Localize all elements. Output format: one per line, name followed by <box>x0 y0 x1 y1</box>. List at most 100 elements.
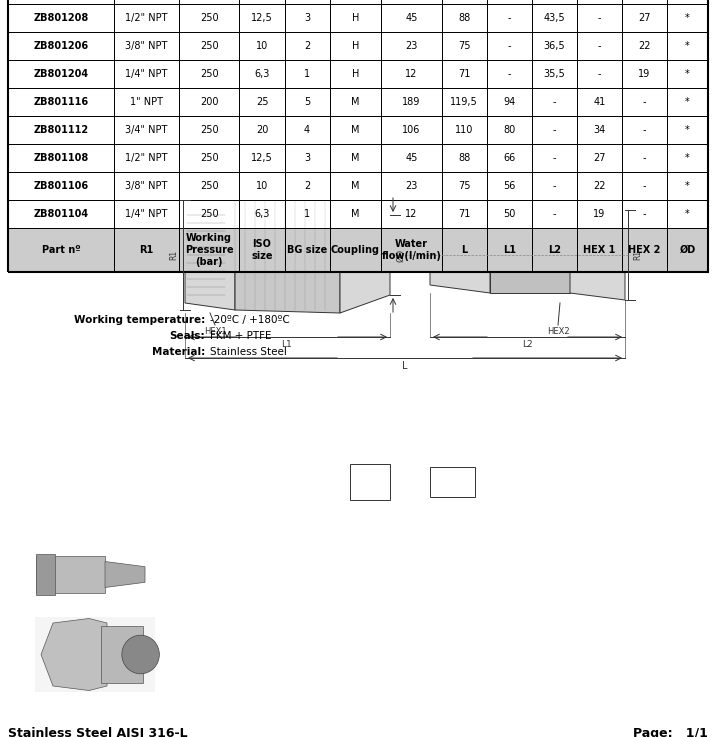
Bar <box>442 200 487 228</box>
Text: 41: 41 <box>594 97 606 107</box>
Text: 1/4" NPT: 1/4" NPT <box>125 209 168 219</box>
Text: 110: 110 <box>455 125 473 135</box>
Text: 27: 27 <box>593 153 606 163</box>
Bar <box>284 4 329 32</box>
Bar <box>622 228 667 272</box>
Bar <box>114 88 179 116</box>
Bar <box>179 0 239 4</box>
Text: 10: 10 <box>256 181 268 191</box>
Text: H: H <box>352 13 359 23</box>
Bar <box>487 200 532 228</box>
Bar <box>329 116 381 144</box>
Bar <box>239 200 284 228</box>
Text: 3/8" NPT: 3/8" NPT <box>125 41 168 51</box>
Bar <box>381 228 442 272</box>
Text: Stainless Steel AISI 316-L: Stainless Steel AISI 316-L <box>8 727 188 737</box>
Bar <box>329 228 381 272</box>
Bar <box>487 60 532 88</box>
Polygon shape <box>340 197 390 313</box>
Text: 5: 5 <box>304 97 310 107</box>
Text: R1: R1 <box>633 250 642 260</box>
Text: 35,5: 35,5 <box>543 69 565 79</box>
Bar <box>577 116 622 144</box>
Bar <box>239 4 284 32</box>
Bar <box>667 88 708 116</box>
Text: 50: 50 <box>503 209 516 219</box>
Text: 36,5: 36,5 <box>543 41 565 51</box>
Bar <box>381 0 442 4</box>
Bar <box>35 617 155 692</box>
Bar <box>487 228 532 272</box>
Bar <box>622 144 667 172</box>
Text: *: * <box>685 41 690 51</box>
Text: -: - <box>553 125 556 135</box>
Bar <box>179 172 239 200</box>
Bar <box>577 88 622 116</box>
Bar <box>577 0 622 4</box>
Bar <box>329 0 381 4</box>
Bar <box>442 172 487 200</box>
Text: 250: 250 <box>200 41 218 51</box>
Text: 1/4" NPT: 1/4" NPT <box>125 69 168 79</box>
Text: 19: 19 <box>638 69 651 79</box>
Text: HEX1: HEX1 <box>203 327 226 336</box>
Text: -: - <box>553 153 556 163</box>
Text: R1: R1 <box>169 250 178 260</box>
Bar <box>487 172 532 200</box>
Bar <box>667 200 708 228</box>
Bar <box>8 0 114 4</box>
Text: *: * <box>685 97 690 107</box>
Text: L1: L1 <box>503 245 516 255</box>
Bar <box>179 228 239 272</box>
Text: HEX 1: HEX 1 <box>583 245 616 255</box>
Text: 27: 27 <box>638 13 651 23</box>
Text: 250: 250 <box>200 181 218 191</box>
Bar <box>622 4 667 32</box>
Text: Material:: Material: <box>152 347 205 357</box>
Bar <box>442 0 487 4</box>
Bar <box>577 200 622 228</box>
Text: ZB801104: ZB801104 <box>34 209 89 219</box>
Text: -: - <box>598 13 601 23</box>
Bar <box>239 172 284 200</box>
Bar <box>622 32 667 60</box>
Bar <box>239 88 284 116</box>
Bar <box>37 556 105 593</box>
Text: 250: 250 <box>200 13 218 23</box>
Bar <box>8 200 114 228</box>
Text: ZB801206: ZB801206 <box>34 41 89 51</box>
Text: -: - <box>553 97 556 107</box>
Text: -: - <box>508 69 511 79</box>
Text: HEX 2: HEX 2 <box>628 245 661 255</box>
Text: *: * <box>685 209 690 219</box>
Bar <box>667 228 708 272</box>
Bar <box>8 0 708 272</box>
Text: 75: 75 <box>458 181 470 191</box>
Text: *: * <box>685 69 690 79</box>
Text: L1: L1 <box>281 340 292 349</box>
Bar <box>442 88 487 116</box>
Bar <box>179 200 239 228</box>
Bar <box>179 60 239 88</box>
Bar <box>8 172 114 200</box>
Text: 80: 80 <box>503 125 516 135</box>
Text: 25: 25 <box>256 97 268 107</box>
Bar <box>350 464 390 500</box>
Bar <box>329 200 381 228</box>
Bar <box>532 116 577 144</box>
Text: 119,5: 119,5 <box>450 97 478 107</box>
Circle shape <box>122 635 160 674</box>
Text: ZB801106: ZB801106 <box>34 181 89 191</box>
Text: 2: 2 <box>304 41 310 51</box>
Bar <box>8 228 114 272</box>
Text: 6,3: 6,3 <box>254 69 270 79</box>
Bar <box>284 172 329 200</box>
Text: -: - <box>553 181 556 191</box>
Text: Working
Pressure
(bar): Working Pressure (bar) <box>185 234 233 267</box>
Text: Seals:: Seals: <box>170 331 205 341</box>
Text: -20ºC / +180ºC: -20ºC / +180ºC <box>210 315 290 325</box>
Bar <box>577 4 622 32</box>
Bar <box>442 228 487 272</box>
Text: 45: 45 <box>405 13 417 23</box>
Bar <box>622 88 667 116</box>
